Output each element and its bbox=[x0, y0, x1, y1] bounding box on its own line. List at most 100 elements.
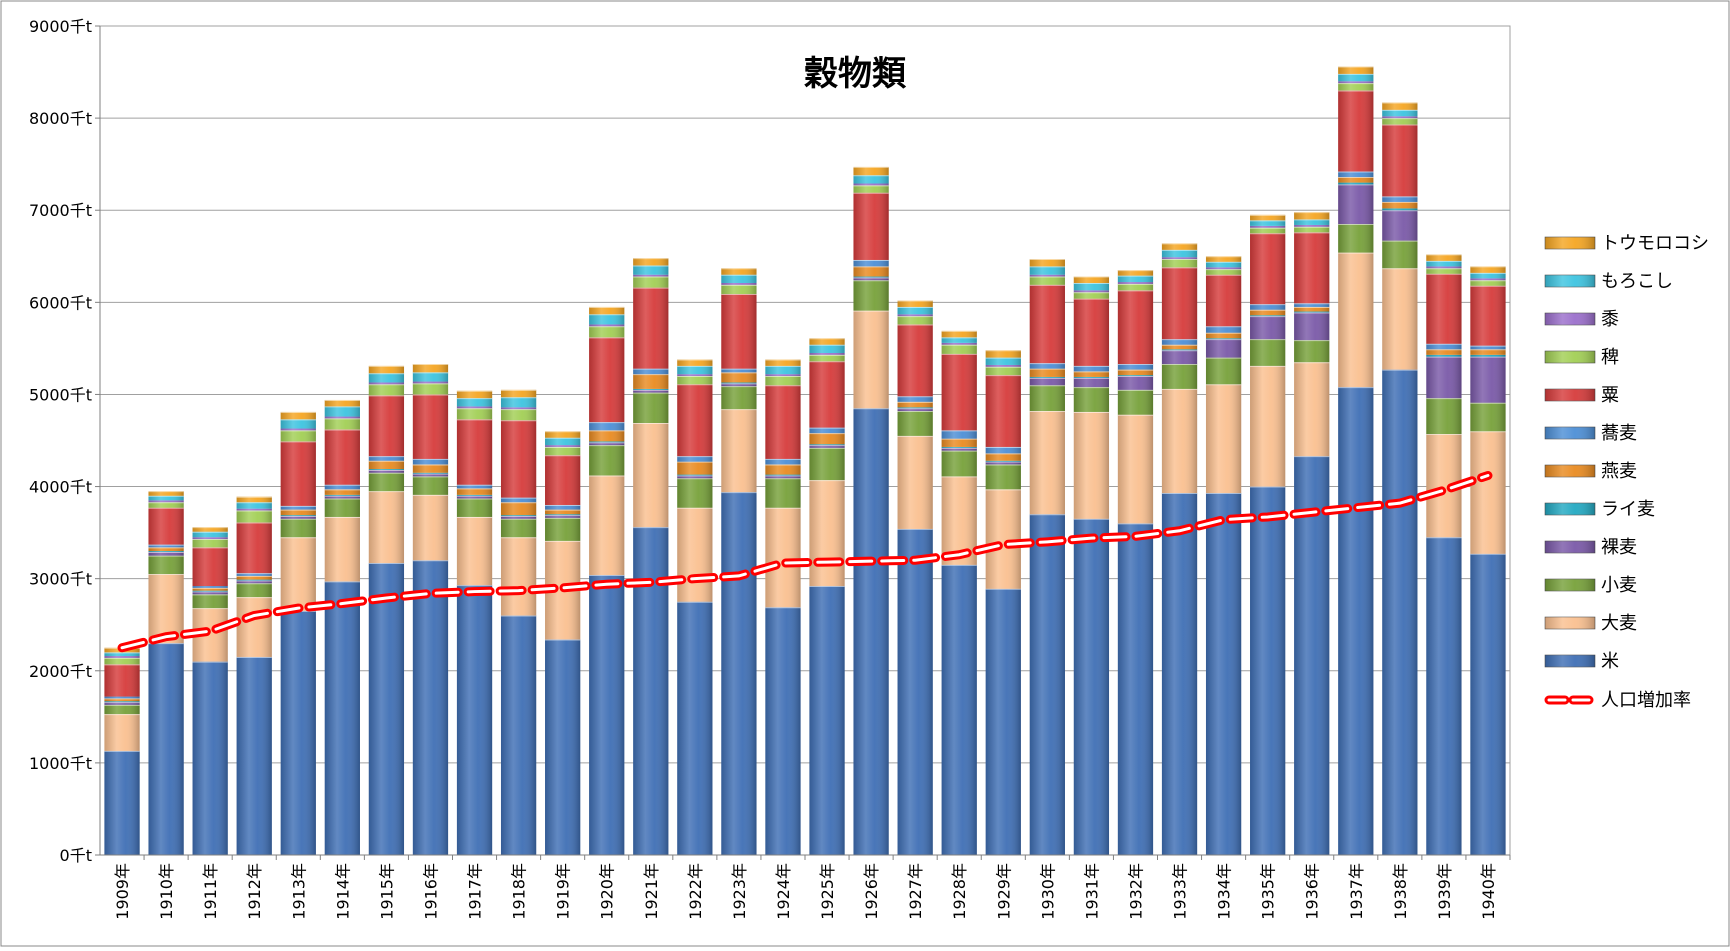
bar-segment-shade bbox=[236, 597, 272, 657]
x-tick-label: 1913年 bbox=[289, 863, 308, 920]
bar-stack-1936年 bbox=[1294, 212, 1330, 855]
bar-segment-shade bbox=[324, 494, 360, 496]
legend-item: トウモロコシ bbox=[1544, 233, 1709, 254]
bar-segment-shade bbox=[368, 456, 405, 461]
bar-segment-shade bbox=[324, 516, 360, 582]
bar-segment-shade bbox=[1338, 224, 1374, 253]
bar-segment-shade bbox=[1382, 102, 1418, 110]
bar-segment-shade bbox=[941, 330, 977, 338]
bar-segment-shade bbox=[633, 374, 669, 389]
bar-segment-shade bbox=[1029, 259, 1065, 267]
bar-segment-shade bbox=[412, 372, 449, 382]
bar-segment-shade bbox=[589, 337, 625, 423]
bar-segment-shade bbox=[809, 344, 845, 353]
legend-item: ライ麦 bbox=[1544, 499, 1655, 520]
bar-segment-shade bbox=[897, 324, 933, 397]
bar-segment-shade bbox=[589, 441, 625, 443]
bar-stack-1920年 bbox=[589, 306, 625, 855]
bar-segment-shade bbox=[897, 306, 933, 315]
bar-segment-shade bbox=[500, 515, 537, 517]
bar-segment-shade bbox=[853, 310, 889, 409]
bar-segment-shade bbox=[853, 280, 889, 311]
bar-segment-shade bbox=[721, 284, 757, 295]
bar-segment-shade bbox=[1250, 233, 1286, 305]
bar-segment-shade bbox=[545, 455, 581, 505]
legend-swatch-shade bbox=[1545, 541, 1595, 553]
bar-segment-shade bbox=[677, 461, 713, 475]
bar-segment-shade bbox=[589, 475, 625, 575]
bar-segment-shade bbox=[765, 365, 801, 375]
bar-segment-shade bbox=[1338, 81, 1374, 84]
bar-segment-shade bbox=[545, 514, 581, 516]
bar-segment-shade bbox=[148, 643, 184, 855]
bar-segment-shade bbox=[809, 447, 845, 481]
bar-segment-shade bbox=[677, 601, 713, 855]
bar-segment-shade bbox=[412, 381, 449, 384]
bar-segment-shade bbox=[633, 388, 669, 390]
bar-segment-shade bbox=[633, 422, 669, 528]
axes: 0千t 1000千t 2000千t 3000千t 4000千t 5000千t 6000千t 7… bbox=[29, 17, 1511, 920]
bar-segment-shade bbox=[1205, 384, 1242, 494]
bar-segment-shade bbox=[677, 359, 713, 366]
legend-swatch-shade bbox=[1545, 617, 1595, 629]
bar-segment-shade bbox=[985, 460, 1021, 462]
bar-segment-shade bbox=[236, 583, 272, 598]
bar-segment-shade bbox=[1161, 493, 1198, 855]
bar-segment-shade bbox=[368, 472, 405, 492]
bar-segment-shade bbox=[456, 408, 493, 420]
x-tick-label: 1934年 bbox=[1215, 863, 1234, 920]
bar-segment-shade bbox=[192, 587, 228, 591]
bar-segment-shade bbox=[1426, 254, 1462, 261]
legend-swatch-shade bbox=[1545, 237, 1595, 249]
bar-segment-shade bbox=[148, 495, 184, 501]
bar-segment-shade bbox=[545, 431, 581, 438]
y-tick-label: 1000千t bbox=[29, 754, 92, 773]
bar-segment-shade bbox=[1338, 182, 1374, 185]
bar-segment-shade bbox=[368, 382, 405, 385]
bar-segment-shade bbox=[324, 429, 360, 485]
bar-segment-shade bbox=[633, 389, 669, 393]
bar-segment-shade bbox=[236, 575, 272, 580]
bar-segment-shade bbox=[1426, 356, 1462, 399]
bar-segment-shade bbox=[985, 446, 1021, 454]
bar-segment-shade bbox=[1205, 274, 1242, 327]
bar-segment-shade bbox=[941, 337, 977, 343]
bar-segment-shade bbox=[192, 527, 228, 532]
bar-segment-shade bbox=[104, 698, 140, 702]
bar-segment-shade bbox=[1294, 219, 1330, 225]
bar-segment-shade bbox=[500, 409, 537, 421]
bar-segment-shade bbox=[412, 560, 449, 855]
bar-segment-shade bbox=[412, 383, 449, 395]
bar-segment-shade bbox=[412, 472, 449, 474]
bar-segment-shade bbox=[280, 516, 316, 519]
bar-segment-shade bbox=[500, 420, 537, 498]
legend-label: 粟 bbox=[1601, 385, 1619, 406]
bar-segment-shade bbox=[104, 652, 140, 657]
bar-segment-shade bbox=[192, 547, 228, 587]
bar-segment-shade bbox=[104, 750, 140, 855]
bar-segment-shade bbox=[765, 607, 801, 855]
bar-segment-shade bbox=[809, 361, 845, 428]
legend-label: もろこし bbox=[1601, 271, 1673, 292]
bar-segment-shade bbox=[1382, 196, 1418, 202]
bar-segment-shade bbox=[1294, 340, 1330, 363]
bar-segment-shade bbox=[324, 406, 360, 417]
bar-segment-shade bbox=[412, 473, 449, 477]
bar-segment-shade bbox=[1117, 275, 1154, 283]
bar-segment-shade bbox=[545, 515, 581, 518]
y-tick-label: 0千t bbox=[60, 846, 92, 865]
bar-segment-shade bbox=[236, 579, 272, 581]
bar-segment-shade bbox=[589, 306, 625, 315]
bar-stack-1913年 bbox=[280, 411, 316, 855]
bar-segment-shade bbox=[280, 505, 316, 510]
bar-segment-shade bbox=[104, 656, 140, 658]
bar-stack-1912年 bbox=[236, 496, 272, 855]
bar-segment-shade bbox=[985, 464, 1021, 490]
bar-segment-shade bbox=[1382, 268, 1418, 370]
bar-segment-shade bbox=[765, 359, 801, 366]
bar-segment-shade bbox=[368, 460, 405, 470]
bar-segment-shade bbox=[1073, 518, 1110, 855]
bar-segment-shade bbox=[721, 282, 757, 285]
bar-segment-shade bbox=[1117, 290, 1154, 365]
